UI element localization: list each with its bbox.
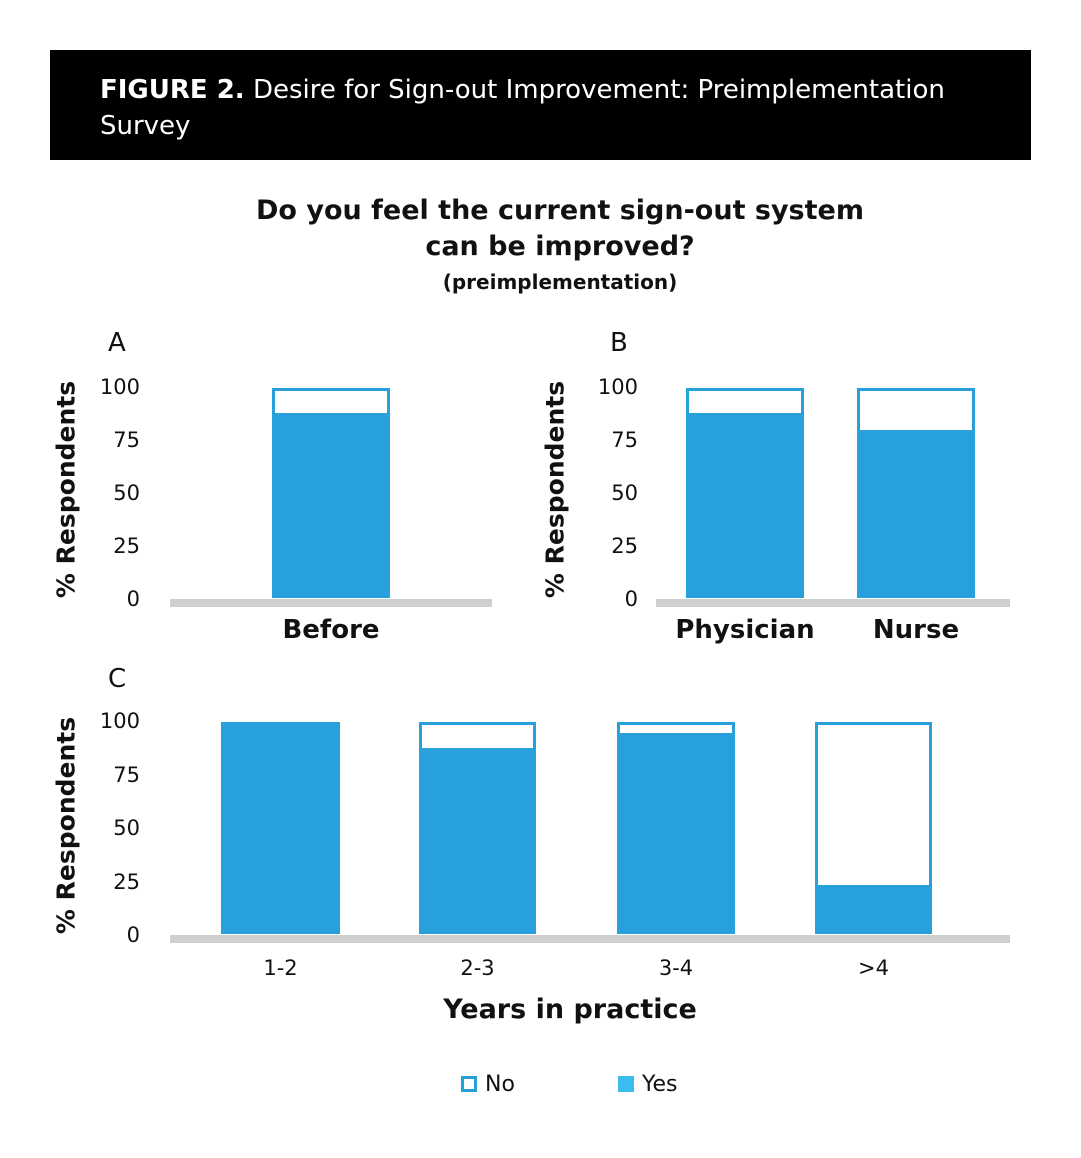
y-tick-label-b: 100 (597, 375, 638, 399)
y-tick-label-a: 0 (126, 587, 140, 611)
figure-caption-text: Desire for Sign-out Improvement: Preimpl… (100, 75, 945, 141)
bar-yes-c-2 (419, 747, 536, 934)
x-tick-label-c-4: >4 (858, 956, 889, 980)
y-tick-label-a: 75 (113, 428, 140, 452)
y-axis-label-c: % Respondents (51, 716, 81, 935)
legend-swatch-yes (618, 1076, 634, 1092)
bar-yes-c-4 (815, 884, 932, 934)
bar-yes-a-1 (272, 413, 390, 598)
legend-label-yes: Yes (642, 1071, 678, 1097)
figure-banner: FIGURE 2. Desire for Sign-out Improvemen… (50, 50, 1031, 160)
y-tick-label-c: 100 (99, 709, 140, 733)
x-tick-label-a-1: Before (282, 615, 380, 645)
panel-label-c: C (108, 664, 127, 694)
figure-caption: FIGURE 2. Desire for Sign-out Improvemen… (100, 72, 980, 144)
x-tick-label-b-2: Nurse (872, 615, 960, 645)
x-tick-label-b-1: Physician (675, 615, 815, 645)
y-tick-label-a: 100 (99, 375, 140, 399)
panel-label-b: B (610, 328, 628, 358)
figure-label: FIGURE 2. (100, 75, 245, 105)
x-axis-label-c: Years in practice (443, 994, 697, 1025)
x-axis-baseline-c (170, 935, 1010, 943)
y-tick-label-b: 0 (624, 587, 638, 611)
bar-yes-c-1 (221, 722, 340, 934)
bar-yes-b-2 (857, 430, 975, 598)
legend-label-no: No (485, 1071, 515, 1097)
y-tick-label-c: 25 (113, 869, 140, 894)
x-axis-baseline-b (656, 599, 1010, 607)
x-axis-baseline-a (170, 599, 492, 607)
chart-title: Do you feel the current sign-out system … (256, 195, 864, 262)
y-tick-label-a: 25 (113, 534, 140, 558)
y-tick-label-c: 50 (113, 816, 140, 840)
panel-label-a: A (108, 328, 126, 358)
legend-no: No (461, 1071, 515, 1097)
y-tick-label-a: 50 (113, 481, 140, 505)
chart-subtitle: (preimplementation) (442, 270, 678, 294)
x-tick-label-c-2: 2-3 (460, 956, 495, 980)
y-axis-label-b: % Respondents (540, 380, 570, 599)
bar-yes-b-1 (686, 413, 804, 598)
bar-yes-c-3 (617, 732, 735, 934)
y-axis-label-a: % Respondents (51, 380, 81, 599)
y-tick-label-b: 50 (611, 481, 638, 505)
x-tick-label-c-3: 3-4 (658, 956, 694, 980)
y-tick-label-b: 25 (611, 534, 638, 558)
legend-yes: Yes (618, 1071, 678, 1097)
legend-swatch-no (461, 1076, 477, 1092)
x-tick-label-c-1: 1-2 (263, 956, 298, 980)
y-tick-label-c: 75 (113, 762, 140, 787)
y-tick-label-c: 0 (126, 923, 140, 947)
y-tick-label-b: 75 (611, 428, 638, 452)
